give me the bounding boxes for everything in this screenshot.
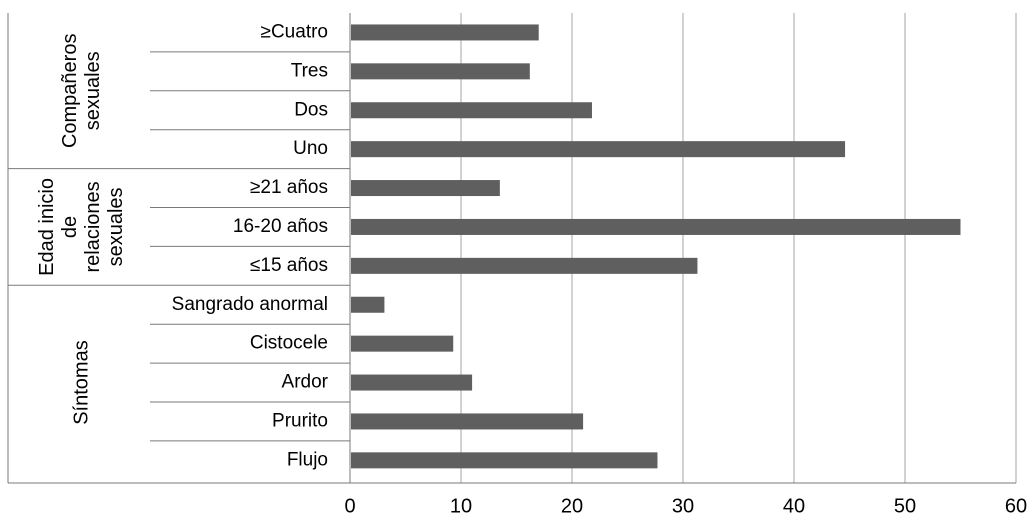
bar-Uno	[351, 141, 846, 158]
category-label: Prurito	[272, 410, 328, 431]
bar-Tres	[351, 63, 530, 80]
group-label-line: Edad inicio	[36, 178, 58, 276]
category-label: ≥Cuatro	[261, 21, 328, 42]
x-tick-label: 60	[1005, 495, 1027, 517]
category-label: Sangrado anormal	[172, 294, 328, 315]
bar-≤15 años	[351, 257, 698, 274]
bars	[351, 24, 961, 469]
grid-lines	[349, 13, 1017, 483]
x-tick-label: 10	[450, 495, 472, 517]
x-tick-label: 30	[672, 495, 694, 517]
category-label: ≤15 años	[250, 255, 328, 276]
x-tick-label: 20	[561, 495, 583, 517]
bar-Cistocele	[351, 335, 454, 352]
category-label: Cistocele	[250, 333, 328, 354]
category-labels: ≥Cuatro Tres Dos Uno ≥21 años 16-20 años ≤15 a…	[172, 21, 329, 470]
group-label-line: Síntomas	[70, 340, 92, 424]
category-label: Uno	[293, 138, 328, 159]
group-label: Síntomas	[70, 340, 92, 424]
x-tick-label: 0	[344, 495, 355, 517]
bar-Prurito	[351, 413, 584, 430]
group-label: Compañerossexuales	[59, 34, 104, 149]
category-label: 16-20 años	[233, 216, 328, 237]
category-label: Tres	[291, 60, 328, 81]
category-label: Flujo	[287, 449, 328, 470]
x-tick-label: 40	[783, 495, 805, 517]
category-label: Dos	[294, 99, 328, 120]
group-label-line: de	[59, 216, 81, 238]
group-label-line: relaciones	[82, 181, 104, 272]
bar-16-20 años	[351, 218, 961, 235]
chart-frame	[7, 13, 1016, 484]
category-label: ≥21 años	[250, 177, 328, 198]
x-tick-label: 50	[894, 495, 916, 517]
bar-≥21 años	[351, 180, 500, 197]
group-label-line: sexuales	[105, 187, 127, 266]
group-label-line: sexuales	[82, 51, 104, 130]
bar-Ardor	[351, 374, 473, 391]
category-label: Ardor	[282, 372, 329, 393]
group-label-line: Compañeros	[59, 34, 81, 149]
group-label: Edad inicioderelacionessexuales	[36, 178, 127, 276]
bar-Dos	[351, 102, 592, 119]
bar-≥Cuatro	[351, 24, 539, 41]
x-tick-labels: 0 10 20 30 40 50 60	[344, 495, 1027, 517]
bar-Flujo	[351, 452, 658, 469]
bar-Sangrado anormal	[351, 296, 385, 313]
